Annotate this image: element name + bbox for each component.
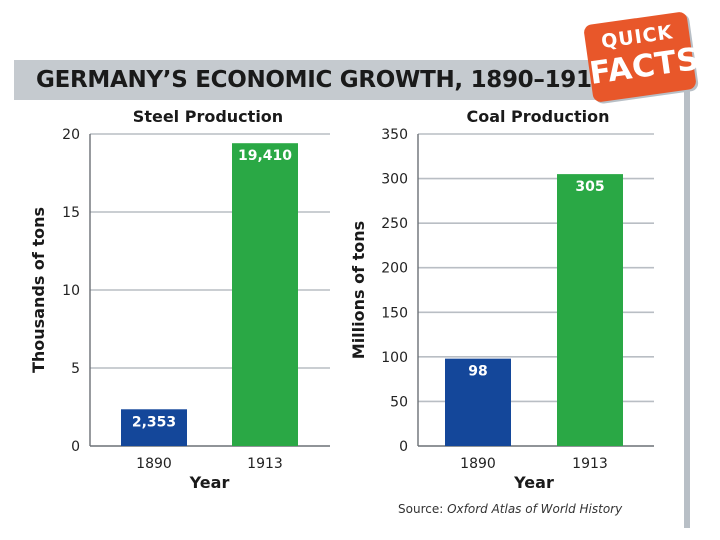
x-axis-label: Year: [513, 473, 554, 492]
y-tick-label: 350: [381, 127, 408, 143]
x-tick-label: 1890: [460, 456, 496, 472]
chart-title: Steel Production: [133, 107, 283, 126]
y-tick-label: 50: [390, 394, 408, 410]
y-tick-label: 200: [381, 261, 408, 277]
bar-1890: [445, 358, 511, 446]
x-tick-label: 1890: [136, 456, 172, 472]
y-axis-label: Millions of tons: [349, 221, 368, 359]
x-axis-label: Year: [189, 473, 230, 492]
bar-value-label: 2,353: [132, 414, 176, 430]
source-title: Oxford Atlas of World History: [447, 502, 623, 516]
bar-value-label: 19,410: [238, 148, 292, 164]
x-tick-label: 1913: [247, 456, 283, 472]
title-bar: GERMANY’S ECONOMIC GROWTH, 1890–1913: [14, 60, 610, 100]
page-title: GERMANY’S ECONOMIC GROWTH, 1890–1913: [36, 67, 608, 93]
bar-1913: [232, 143, 298, 447]
y-tick-label: 300: [381, 172, 408, 188]
source-label: Source:: [398, 502, 444, 516]
y-tick-label: 10: [62, 283, 80, 299]
y-tick-label: 20: [62, 127, 80, 143]
bar-1890: [121, 409, 187, 446]
y-tick-label: 15: [62, 205, 80, 221]
y-tick-label: 100: [381, 350, 408, 366]
y-tick-label: 0: [71, 439, 80, 455]
bar-1913: [557, 174, 623, 446]
bar-value-label: 305: [575, 179, 604, 195]
y-tick-label: 5: [71, 361, 80, 377]
y-tick-label: 0: [399, 439, 408, 455]
source-citation: Source: Oxford Atlas of World History: [398, 502, 622, 516]
y-tick-label: 250: [381, 216, 408, 232]
y-tick-label: 150: [381, 305, 408, 321]
chart-title: Coal Production: [466, 107, 609, 126]
x-tick-label: 1913: [572, 456, 608, 472]
y-axis-label: Thousands of tons: [29, 207, 48, 373]
bar-value-label: 98: [468, 364, 487, 380]
